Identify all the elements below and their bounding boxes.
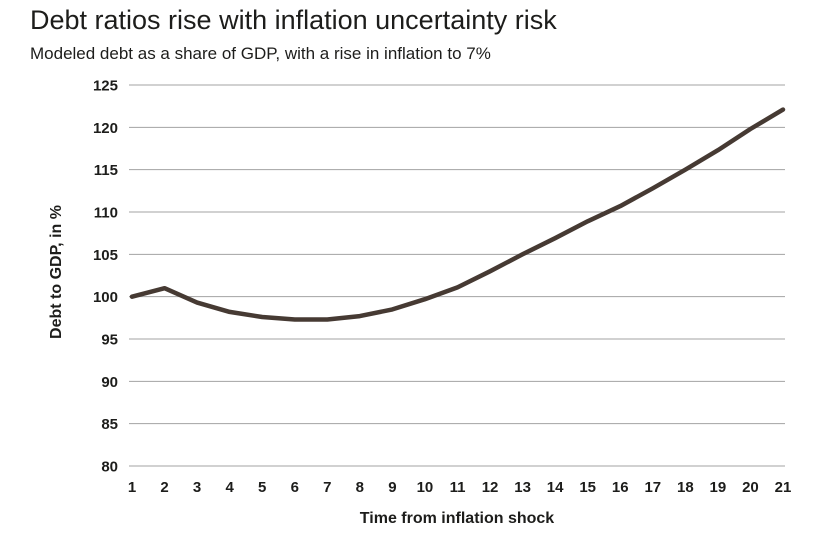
y-tick-label: 100 xyxy=(93,289,118,306)
x-tick-label: 8 xyxy=(356,479,364,496)
x-tick-label: 11 xyxy=(450,479,466,496)
x-tick-label: 7 xyxy=(323,479,331,496)
x-tick-label: 21 xyxy=(775,479,792,496)
x-tick-label: 15 xyxy=(579,479,596,496)
y-tick-label: 115 xyxy=(94,162,118,179)
x-tick-label: 18 xyxy=(677,479,694,496)
x-tick-label: 3 xyxy=(193,479,201,496)
y-tick-label: 120 xyxy=(93,120,118,137)
y-axis-title: Debt to GDP, in % xyxy=(48,205,65,339)
x-tick-label: 9 xyxy=(388,479,396,496)
y-tick-label: 85 xyxy=(101,416,118,433)
x-tick-label: 2 xyxy=(160,479,168,496)
chart-title: Debt ratios rise with inflation uncertai… xyxy=(30,5,557,35)
chart-subtitle: Modeled debt as a share of GDP, with a r… xyxy=(30,44,491,63)
series-line xyxy=(129,107,786,322)
y-tick-label: 95 xyxy=(101,332,118,349)
x-tick-label: 17 xyxy=(644,479,661,496)
x-tick-label: 16 xyxy=(612,479,629,496)
x-axis-title: Time from inflation shock xyxy=(359,510,555,527)
y-tick-label: 110 xyxy=(94,205,118,222)
y-tick-label: 90 xyxy=(101,374,118,391)
x-tick-label: 20 xyxy=(742,479,759,496)
x-tick-label: 12 xyxy=(482,479,499,496)
x-tick-label: 1 xyxy=(128,479,136,496)
x-tick-label: 5 xyxy=(258,479,266,496)
x-tick-label: 13 xyxy=(514,479,531,496)
x-tick-label: 19 xyxy=(710,479,727,496)
x-tick-label: 4 xyxy=(225,479,234,496)
y-tick-label: 80 xyxy=(101,459,118,476)
x-tick-label: 6 xyxy=(291,479,299,496)
x-tick-label: 14 xyxy=(547,479,564,496)
y-tick-label: 105 xyxy=(93,247,118,264)
y-tick-label: 125 xyxy=(93,78,118,95)
x-tick-label: 10 xyxy=(417,479,434,496)
